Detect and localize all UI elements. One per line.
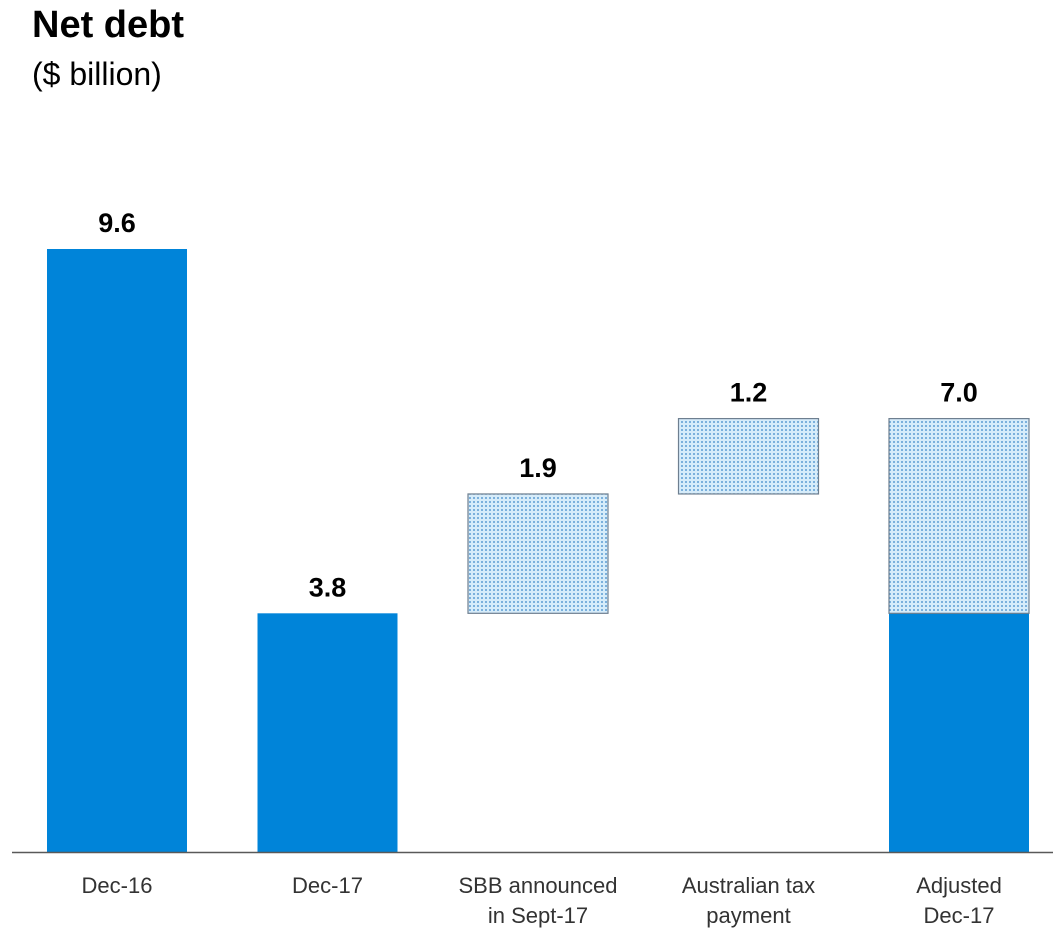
bar-2-segment-1: [257, 613, 398, 852]
data-label-1: 9.6: [98, 208, 136, 238]
data-label-2: 3.8: [309, 572, 347, 602]
category-label-2: Dec-17: [292, 873, 363, 898]
category-label-3: SBB announced in Sept-17: [458, 873, 617, 928]
chart-subtitle: ($ billion): [32, 56, 162, 92]
category-label-1: Dec-16: [82, 873, 153, 898]
bar-5-segment-1: [889, 613, 1029, 852]
bar-3-segment-1: [467, 493, 609, 614]
bar-1-segment-1: [47, 249, 187, 852]
bar-5-segment-2: [888, 417, 1030, 614]
chart-title: Net debt: [32, 4, 184, 46]
data-label-5: 7.0: [940, 378, 978, 408]
bar-4-segment-1: [677, 417, 820, 495]
data-label-4: 1.2: [730, 378, 768, 408]
category-label-4: Australian tax payment: [682, 873, 815, 928]
category-label-5: Adjusted Dec-17: [916, 873, 1002, 928]
data-label-3: 1.9: [519, 453, 557, 483]
